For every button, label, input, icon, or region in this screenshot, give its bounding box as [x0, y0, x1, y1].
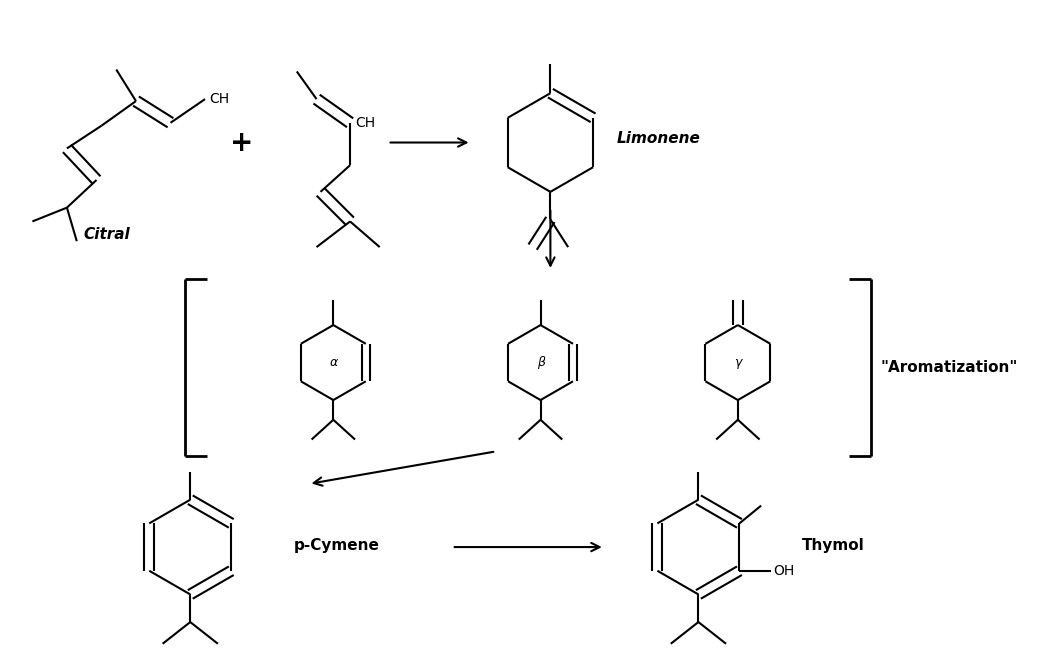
Text: OH: OH: [773, 564, 795, 578]
Text: γ: γ: [735, 356, 742, 369]
Text: α: α: [329, 356, 337, 369]
Text: Citral: Citral: [83, 228, 130, 242]
Text: Limonene: Limonene: [617, 131, 700, 146]
Text: "Aromatization": "Aromatization": [881, 360, 1018, 375]
Text: +: +: [230, 128, 253, 157]
Text: CH: CH: [355, 116, 375, 130]
Text: p-Cymene: p-Cymene: [294, 538, 379, 553]
Text: β: β: [536, 356, 545, 369]
Text: CH: CH: [209, 92, 229, 106]
Text: Thymol: Thymol: [802, 538, 864, 553]
